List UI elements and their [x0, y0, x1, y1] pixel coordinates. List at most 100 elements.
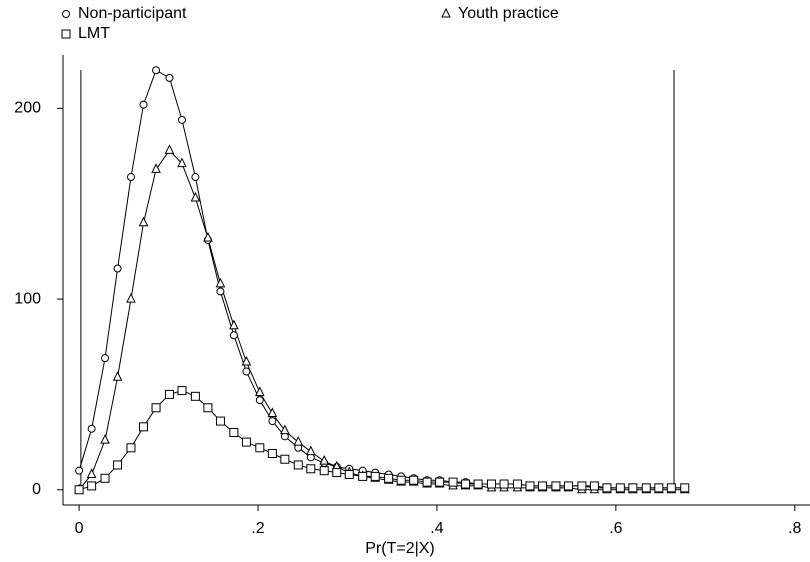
data-point	[113, 460, 123, 470]
data-point	[448, 477, 458, 487]
data-point	[268, 417, 277, 426]
data-point	[344, 469, 354, 479]
data-point	[86, 468, 97, 478]
data-point	[229, 319, 239, 330]
data-point	[512, 479, 522, 489]
data-point	[241, 355, 252, 366]
data-point	[396, 475, 406, 485]
data-point	[435, 477, 445, 487]
data-point	[139, 422, 149, 432]
x-tick-label: .8	[788, 520, 801, 537]
data-point	[164, 144, 175, 154]
series-line	[78, 390, 685, 491]
data-point	[215, 277, 226, 288]
data-point	[164, 389, 174, 399]
data-point	[255, 386, 265, 396]
data-point	[75, 466, 84, 475]
x-axis-label: Pr(T=2|X)	[365, 540, 435, 557]
data-point	[87, 424, 96, 433]
data-point	[461, 479, 471, 489]
data-point	[267, 407, 278, 417]
data-point	[525, 481, 535, 491]
data-point	[203, 231, 213, 242]
x-tick-label: .6	[609, 520, 622, 537]
data-point	[332, 468, 342, 478]
data-point	[358, 471, 368, 481]
data-point	[177, 157, 187, 168]
data-point	[152, 66, 161, 75]
data-point	[126, 292, 136, 303]
data-point	[654, 483, 664, 493]
data-point	[177, 386, 187, 396]
data-point	[229, 331, 238, 340]
data-point	[101, 354, 110, 363]
data-point	[139, 100, 148, 109]
data-point	[628, 483, 638, 493]
data-point	[473, 479, 483, 489]
data-point	[113, 264, 122, 273]
data-point	[87, 481, 97, 491]
data-point	[255, 396, 264, 405]
data-point	[267, 449, 277, 459]
data-point	[499, 479, 509, 489]
data-point	[589, 481, 599, 491]
data-point	[563, 481, 573, 491]
data-point	[615, 483, 625, 493]
data-point	[138, 216, 149, 227]
series-line	[78, 149, 685, 491]
data-point	[551, 481, 561, 491]
data-point	[126, 443, 136, 453]
data-point	[241, 437, 251, 447]
data-point	[305, 445, 316, 456]
data-point	[255, 443, 265, 453]
data-point	[293, 460, 303, 470]
data-point	[280, 454, 290, 464]
data-point	[293, 435, 304, 446]
data-point	[384, 473, 394, 483]
legend-label: Youth practice	[458, 5, 559, 22]
data-point	[100, 473, 110, 483]
data-point	[190, 191, 201, 202]
data-point	[306, 464, 316, 474]
data-point	[100, 434, 110, 444]
data-point	[280, 424, 290, 435]
data-point	[151, 403, 161, 413]
data-point	[319, 455, 330, 465]
data-point	[215, 416, 225, 426]
y-tick-label: 200	[14, 100, 41, 117]
data-point	[538, 481, 548, 491]
x-tick-label: 0	[75, 520, 84, 537]
data-point	[409, 475, 419, 485]
data-point	[487, 479, 497, 489]
data-point	[242, 367, 251, 376]
data-point	[370, 471, 380, 481]
data-point	[190, 391, 200, 401]
data-point	[151, 163, 161, 173]
data-point	[422, 477, 432, 487]
x-tick-label: .2	[251, 520, 264, 537]
data-point	[641, 483, 651, 493]
legend-marker	[61, 29, 71, 39]
legend-marker	[441, 7, 451, 18]
legend-marker	[62, 10, 70, 18]
data-point	[577, 481, 587, 491]
legend-label: Non-participant	[78, 5, 187, 22]
data-point	[177, 115, 186, 124]
data-point	[191, 173, 200, 182]
data-point	[165, 73, 174, 82]
data-point	[126, 173, 135, 182]
y-tick-label: 100	[14, 290, 41, 307]
data-point	[319, 466, 329, 476]
series-line	[78, 69, 685, 489]
data-point	[112, 371, 123, 381]
data-point	[666, 483, 676, 493]
data-point	[74, 485, 84, 495]
x-tick-label: .4	[430, 520, 443, 537]
legend-label: LMT	[78, 25, 110, 42]
data-point	[680, 483, 690, 493]
y-tick-label: 0	[32, 481, 41, 498]
data-point	[216, 287, 225, 296]
data-point	[203, 403, 213, 413]
